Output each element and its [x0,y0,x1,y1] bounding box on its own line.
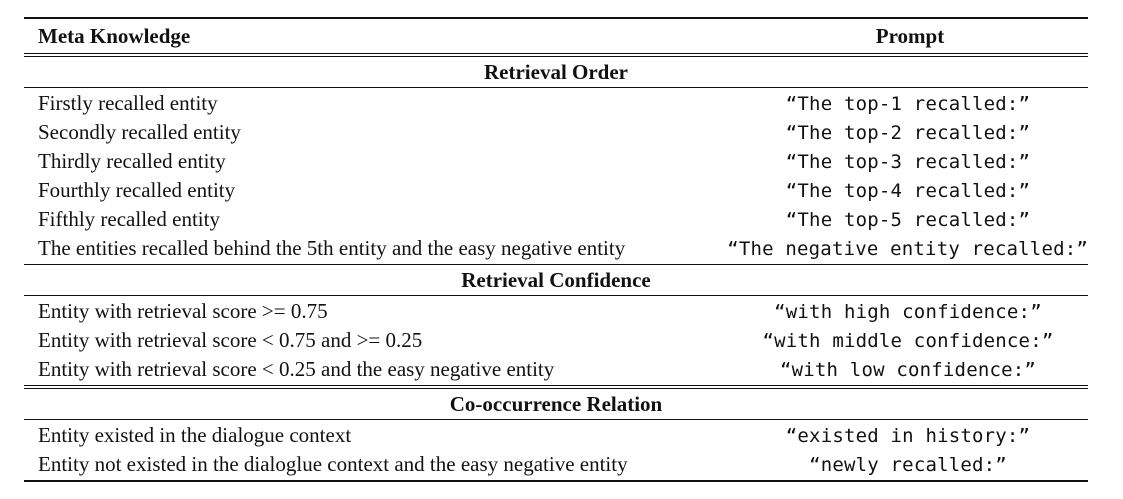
prompt-cell: “with middle confidence:” [762,329,1054,352]
table-row: Thirdly recalled entity “The top-3 recal… [24,147,1088,176]
prompt-cell: “The top-2 recalled:” [785,121,1031,144]
prompt-cell: “The negative entity recalled:” [727,237,1088,260]
meta-knowledge-cell: Secondly recalled entity [38,120,241,144]
section-title-retrieval-order: Retrieval Order [483,59,629,84]
section-rule [24,87,1088,88]
table-row: Fifthly recalled entity “The top-5 recal… [24,205,1088,234]
prompt-cell: “existed in history:” [785,424,1031,447]
table-row: Entity existed in the dialogue context “… [24,421,1088,450]
header-meta-knowledge: Meta Knowledge [38,23,191,48]
table-row: The entities recalled behind the 5th ent… [24,234,1088,263]
table-row: Fourthly recalled entity “The top-4 reca… [24,176,1088,205]
meta-knowledge-cell: Entity with retrieval score < 0.25 and t… [38,357,555,381]
header-rule [24,53,1088,54]
meta-knowledge-cell: Entity with retrieval score < 0.75 and >… [38,328,423,352]
section-title-co-occurrence-relation: Co-occurrence Relation [449,391,663,416]
prompt-cell: “The top-5 recalled:” [785,208,1031,231]
section-rule [24,264,1088,265]
section-body-co-occurrence-relation: Entity existed in the dialogue context “… [24,420,1088,480]
prompt-cell: “with high confidence:” [774,300,1042,323]
meta-knowledge-cell: Fifthly recalled entity [38,207,220,231]
bottom-rule [24,480,1088,482]
meta-knowledge-cell: Entity existed in the dialogue context [38,423,352,447]
meta-knowledge-cell: Entity not existed in the dialoglue cont… [38,452,628,476]
header-row: Meta Knowledge Prompt [24,19,1088,53]
prompt-cell: “The top-3 recalled:” [785,150,1031,173]
section-rule [24,385,1088,386]
meta-knowledge-cell: Firstly recalled entity [38,91,218,115]
table-row: Firstly recalled entity “The top-1 recal… [24,89,1088,118]
table-row: Entity with retrieval score < 0.25 and t… [24,355,1088,384]
table-row: Entity not existed in the dialoglue cont… [24,450,1088,479]
meta-knowledge-table: Meta Knowledge Prompt Retrieval Order Fi… [24,17,1088,482]
meta-knowledge-cell: Entity with retrieval score >= 0.75 [38,299,328,323]
table-row: Secondly recalled entity “The top-2 reca… [24,118,1088,147]
meta-knowledge-cell: Fourthly recalled entity [38,178,236,202]
meta-knowledge-cell: The entities recalled behind the 5th ent… [38,236,626,260]
prompt-cell: “newly recalled:” [809,453,1007,476]
table-row: Entity with retrieval score >= 0.75 “wit… [24,297,1088,326]
header-prompt: Prompt [875,23,945,48]
meta-knowledge-cell: Thirdly recalled entity [38,149,226,173]
section-rule [24,419,1088,420]
header-rule-2 [24,56,1088,57]
prompt-cell: “The top-1 recalled:” [785,92,1031,115]
section-body-retrieval-confidence: Entity with retrieval score >= 0.75 “wit… [24,296,1088,385]
top-rule [24,17,1088,19]
table-row: Entity with retrieval score < 0.75 and >… [24,326,1088,355]
section-rule-2 [24,388,1088,389]
section-body-retrieval-order: Firstly recalled entity “The top-1 recal… [24,88,1088,264]
section-title-retrieval-confidence: Retrieval Confidence [461,267,651,292]
prompt-cell: “with low confidence:” [779,358,1037,381]
section-rule [24,295,1088,296]
prompt-cell: “The top-4 recalled:” [785,179,1031,202]
